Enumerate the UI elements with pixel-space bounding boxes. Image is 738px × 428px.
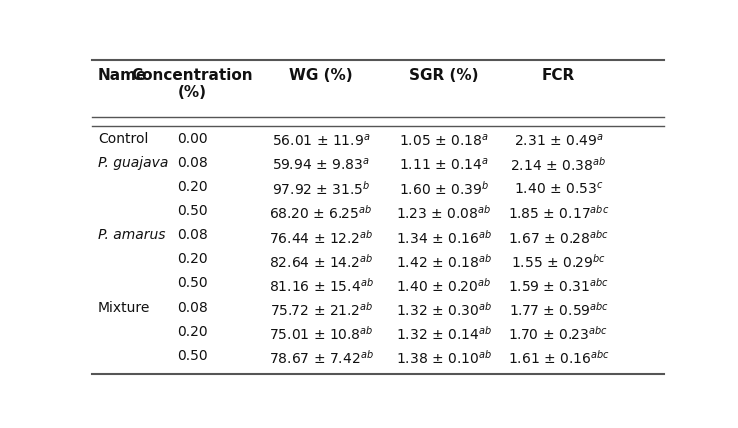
Text: 75.72 ± 21.2$^{ab}$: 75.72 ± 21.2$^{ab}$ (269, 300, 373, 318)
Text: 1.38 ± 0.10$^{ab}$: 1.38 ± 0.10$^{ab}$ (396, 349, 492, 366)
Text: 1.34 ± 0.16$^{ab}$: 1.34 ± 0.16$^{ab}$ (396, 228, 492, 246)
Text: 0.20: 0.20 (177, 180, 207, 194)
Text: 0.20: 0.20 (177, 253, 207, 266)
Text: 1.23 ± 0.08$^{ab}$: 1.23 ± 0.08$^{ab}$ (396, 204, 492, 222)
Text: 1.42 ± 0.18$^{ab}$: 1.42 ± 0.18$^{ab}$ (396, 253, 492, 270)
Text: 68.20 ± 6.25$^{ab}$: 68.20 ± 6.25$^{ab}$ (269, 204, 373, 222)
Text: 0.50: 0.50 (177, 276, 207, 291)
Text: 0.08: 0.08 (177, 156, 207, 170)
Text: 1.59 ± 0.31$^{abc}$: 1.59 ± 0.31$^{abc}$ (508, 276, 609, 294)
Text: 1.61 ± 0.16$^{abc}$: 1.61 ± 0.16$^{abc}$ (508, 349, 610, 366)
Text: 81.16 ± 15.4$^{ab}$: 81.16 ± 15.4$^{ab}$ (269, 276, 373, 294)
Text: 1.05 ± 0.18$^{a}$: 1.05 ± 0.18$^{a}$ (399, 132, 489, 148)
Text: 2.14 ± 0.38$^{ab}$: 2.14 ± 0.38$^{ab}$ (511, 156, 607, 174)
Text: 56.01 ± 11.9$^{a}$: 56.01 ± 11.9$^{a}$ (272, 132, 370, 148)
Text: 2.31 ± 0.49$^{a}$: 2.31 ± 0.49$^{a}$ (514, 132, 603, 148)
Text: 97.92 ± 31.5$^{b}$: 97.92 ± 31.5$^{b}$ (272, 180, 370, 198)
Text: Mixture: Mixture (98, 300, 151, 315)
Text: 1.85 ± 0.17$^{abc}$: 1.85 ± 0.17$^{abc}$ (508, 204, 609, 222)
Text: 0.00: 0.00 (177, 132, 207, 146)
Text: 75.01 ± 10.8$^{ab}$: 75.01 ± 10.8$^{ab}$ (269, 324, 373, 342)
Text: 0.50: 0.50 (177, 204, 207, 218)
Text: 1.32 ± 0.30$^{ab}$: 1.32 ± 0.30$^{ab}$ (396, 300, 492, 318)
Text: 0.20: 0.20 (177, 324, 207, 339)
Text: FCR: FCR (542, 68, 575, 83)
Text: Concentration
(%): Concentration (%) (131, 68, 253, 100)
Text: 1.67 ± 0.28$^{abc}$: 1.67 ± 0.28$^{abc}$ (508, 228, 609, 246)
Text: Name: Name (98, 68, 148, 83)
Text: 1.77 ± 0.59$^{abc}$: 1.77 ± 0.59$^{abc}$ (508, 300, 608, 318)
Text: 76.44 ± 12.2$^{ab}$: 76.44 ± 12.2$^{ab}$ (269, 228, 373, 246)
Text: 1.55 ± 0.29$^{bc}$: 1.55 ± 0.29$^{bc}$ (511, 253, 606, 270)
Text: 1.70 ± 0.23$^{abc}$: 1.70 ± 0.23$^{abc}$ (508, 324, 608, 342)
Text: P. amarus: P. amarus (98, 228, 165, 242)
Text: 0.08: 0.08 (177, 300, 207, 315)
Text: 0.50: 0.50 (177, 349, 207, 363)
Text: 1.40 ± 0.53$^{c}$: 1.40 ± 0.53$^{c}$ (514, 180, 603, 196)
Text: 59.94 ± 9.83$^{a}$: 59.94 ± 9.83$^{a}$ (272, 156, 370, 172)
Text: 1.40 ± 0.20$^{ab}$: 1.40 ± 0.20$^{ab}$ (396, 276, 492, 294)
Text: 1.60 ± 0.39$^{b}$: 1.60 ± 0.39$^{b}$ (399, 180, 489, 198)
Text: Control: Control (98, 132, 148, 146)
Text: 1.11 ± 0.14$^{a}$: 1.11 ± 0.14$^{a}$ (399, 156, 489, 172)
Text: 82.64 ± 14.2$^{ab}$: 82.64 ± 14.2$^{ab}$ (269, 253, 373, 270)
Text: WG (%): WG (%) (289, 68, 353, 83)
Text: SGR (%): SGR (%) (410, 68, 479, 83)
Text: P. guajava: P. guajava (98, 156, 168, 170)
Text: 1.32 ± 0.14$^{ab}$: 1.32 ± 0.14$^{ab}$ (396, 324, 492, 342)
Text: 0.08: 0.08 (177, 228, 207, 242)
Text: 78.67 ± 7.42$^{ab}$: 78.67 ± 7.42$^{ab}$ (269, 349, 373, 366)
